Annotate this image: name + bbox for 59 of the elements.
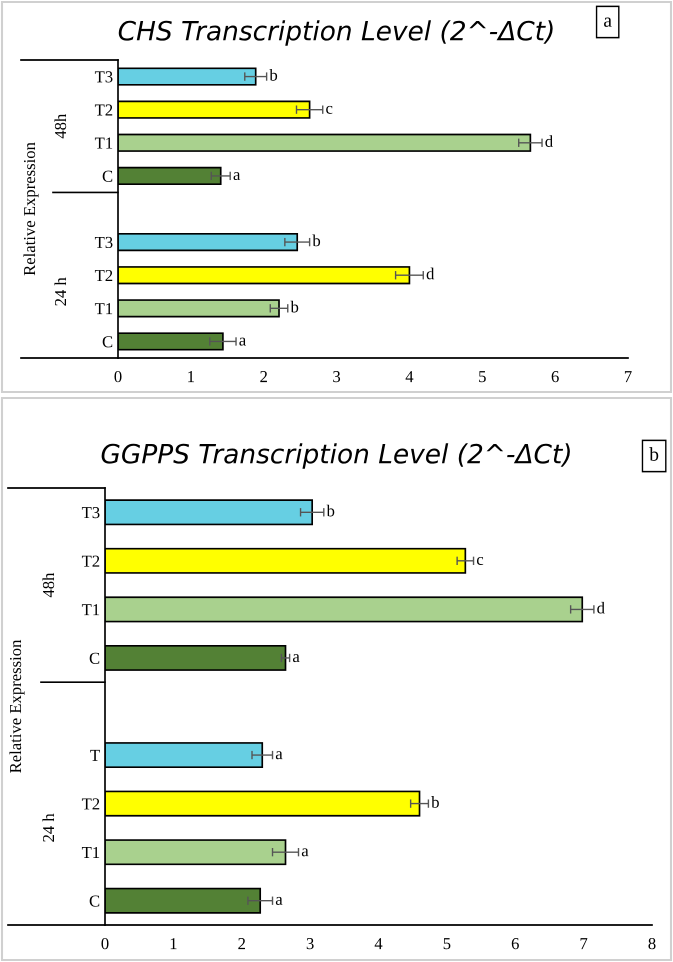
data-label: a	[276, 751, 282, 760]
data-label: c	[476, 556, 484, 566]
y-tick-label: T3	[82, 507, 100, 518]
data-label: a	[276, 896, 282, 905]
x-tick-label: 5	[479, 371, 486, 382]
y-tick-label: C	[102, 336, 112, 348]
y-tick-label: C	[90, 652, 100, 664]
data-label: b	[431, 796, 439, 808]
data-label: c	[326, 106, 332, 114]
y-tick-label: T2	[82, 798, 100, 810]
x-tick-label: 0	[114, 370, 122, 382]
y-axis-title: Relative Expression	[23, 142, 39, 276]
text: 24 h	[54, 277, 66, 306]
y-tick-label: T1	[94, 138, 112, 149]
x-tick-label: 1	[170, 938, 177, 950]
y-axis-title: Relative Expression	[9, 640, 25, 773]
data-label: b	[326, 504, 334, 516]
data-label: b	[269, 69, 278, 81]
x-tick-label: 3	[306, 938, 314, 950]
chart-title: GGPPS Transcription Level (2^-ΔCt)	[102, 443, 570, 469]
x-tick-label: 5	[444, 938, 450, 950]
data-label: a	[239, 338, 246, 346]
x-tick-label: 6	[512, 938, 519, 950]
y-tick-label: T1	[82, 604, 100, 616]
y-tick-label: T2	[94, 104, 112, 116]
data-label: a	[302, 848, 308, 856]
data-label: b	[290, 300, 298, 313]
data-label: a	[234, 172, 240, 180]
x-tick-label: 2	[260, 371, 267, 382]
data-label: d	[545, 135, 553, 147]
x-tick-label: 0	[101, 938, 109, 950]
x-tick-label: 2	[238, 938, 245, 950]
x-tick-label: 3	[333, 371, 340, 382]
y-tick-label: T1	[94, 303, 112, 314]
x-tick-label: 8	[648, 938, 656, 950]
y-tick-label: C	[90, 895, 100, 907]
x-tick-label: 1	[188, 371, 194, 382]
x-tick-label: 7	[580, 938, 588, 950]
text: 24 h	[42, 814, 54, 842]
y-tick-label: T	[90, 750, 100, 761]
chart-title: CHS Transcription Level (2^-ΔCt)	[118, 20, 553, 46]
data-label: d	[597, 602, 605, 614]
data-label: d	[426, 268, 434, 280]
y-tick-label: T3	[94, 71, 112, 82]
x-tick-label: 7	[624, 371, 632, 382]
y-tick-label: T2	[94, 270, 112, 282]
data-label: b	[312, 234, 320, 246]
text: a	[604, 18, 612, 27]
y-tick-label: T3	[94, 236, 112, 248]
y-tick-label: T2	[82, 556, 100, 567]
text: 48h	[42, 572, 54, 598]
y-tick-label: C	[102, 170, 112, 182]
x-tick-label: 4	[374, 938, 382, 950]
text: 48h	[54, 114, 66, 138]
data-label: a	[292, 654, 300, 662]
x-tick-label: 6	[552, 371, 559, 382]
y-tick-label: T1	[82, 846, 100, 858]
x-tick-label: 4	[406, 371, 414, 382]
text: b	[649, 447, 658, 461]
